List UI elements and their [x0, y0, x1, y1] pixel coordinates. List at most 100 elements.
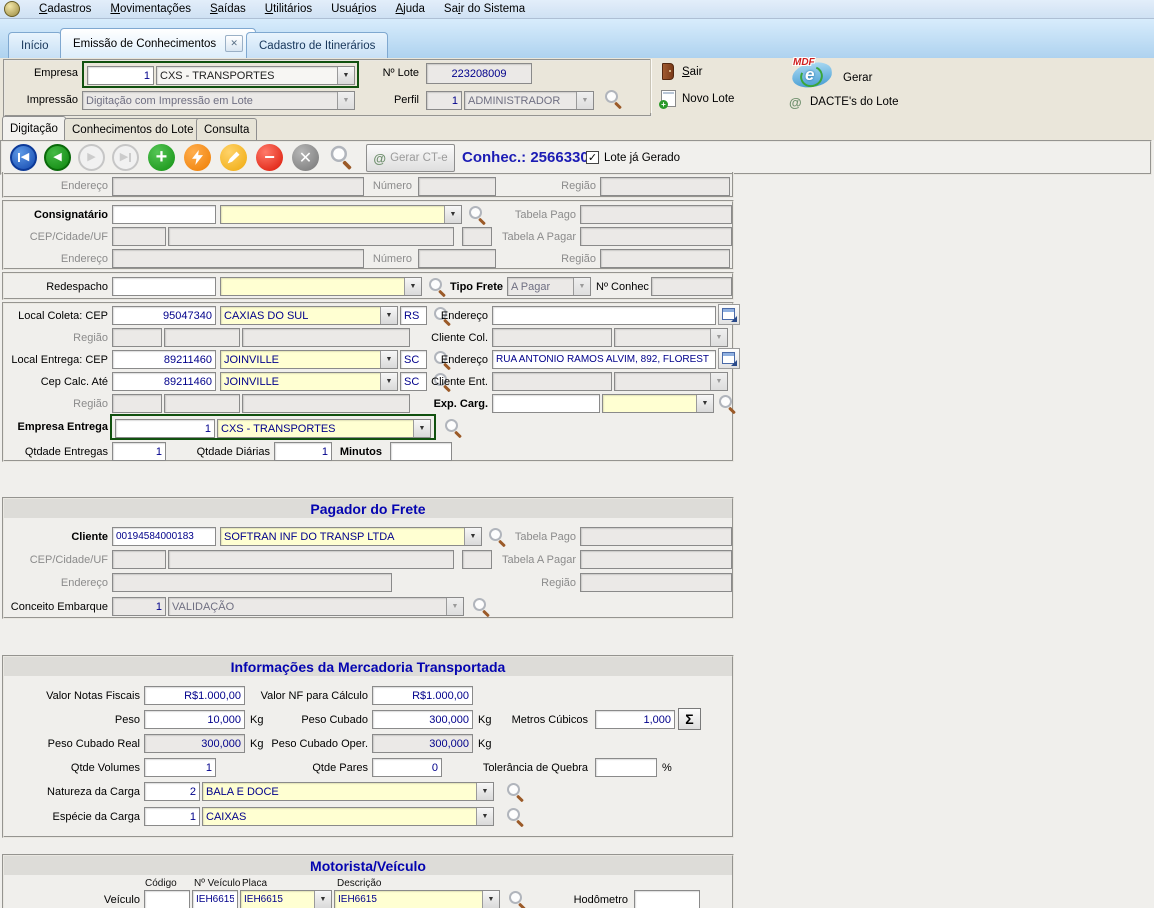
especie-carga-combo[interactable]: CAIXAS	[202, 807, 494, 826]
qtdade-diarias-input[interactable]	[274, 442, 332, 461]
metros-cubicos-input[interactable]	[595, 710, 675, 729]
coleta-cep-input[interactable]	[112, 306, 216, 325]
minutos-input[interactable]	[390, 442, 452, 461]
search-record-icon[interactable]	[330, 145, 355, 170]
previous-record-button[interactable]: ◀	[44, 144, 71, 171]
search-icon[interactable]	[433, 306, 453, 326]
coleta-endereco-input[interactable]	[492, 306, 716, 325]
search-icon[interactable]	[508, 890, 528, 908]
dacte-do-lote-button[interactable]: DACTE's do Lote	[810, 96, 899, 108]
search-icon[interactable]	[433, 372, 453, 392]
entrega-endereco-input[interactable]	[492, 350, 716, 369]
qtdade-entregas-input[interactable]	[112, 442, 166, 461]
chevron-down-icon[interactable]	[380, 351, 397, 368]
search-icon[interactable]	[506, 807, 526, 827]
chevron-down-icon[interactable]	[337, 92, 354, 109]
address-picker-icon[interactable]	[718, 304, 740, 325]
novo-lote-button[interactable]: Novo Lote	[682, 93, 735, 105]
empresa-code-input[interactable]	[87, 66, 154, 85]
chevron-down-icon[interactable]	[413, 420, 430, 437]
exp-carg-input[interactable]	[492, 394, 600, 413]
natureza-carga-code-input[interactable]	[144, 782, 200, 801]
entrega-cep-input[interactable]	[112, 350, 216, 369]
chevron-down-icon[interactable]	[444, 206, 461, 223]
chevron-down-icon[interactable]	[380, 373, 397, 390]
gerar-mdfe-button[interactable]: Gerar	[843, 72, 873, 84]
coleta-uf-input[interactable]	[400, 306, 427, 325]
menu-sair-do-sistema[interactable]: Sair do Sistema	[443, 3, 526, 15]
mdfe-logo-icon[interactable]: e MDF	[790, 57, 836, 91]
qtde-pares-input[interactable]	[372, 758, 442, 777]
veiculo-codigo-input[interactable]	[144, 890, 190, 908]
cliente-combo[interactable]: SOFTRAN INF DO TRANSP LTDA	[220, 527, 482, 546]
conceito-combo[interactable]: VALIDAÇÃO	[168, 597, 464, 616]
last-record-button[interactable]: ▶	[112, 144, 139, 171]
menu-saidas[interactable]: Saídas	[209, 3, 246, 15]
empresa-entrega-combo[interactable]: CXS - TRANSPORTES	[217, 419, 431, 438]
redespacho-code-input[interactable]	[112, 277, 216, 296]
consignatario-combo[interactable]	[220, 205, 462, 224]
chevron-down-icon[interactable]	[576, 92, 593, 109]
subtab-digitacao[interactable]: Digitação	[2, 116, 66, 140]
subtab-consulta[interactable]: Consulta	[196, 118, 258, 140]
menu-utilitarios[interactable]: Utilitários	[264, 3, 313, 15]
cep-calc-uf-input[interactable]	[400, 372, 427, 391]
placa-combo[interactable]: IEH6615	[240, 890, 332, 908]
chevron-down-icon[interactable]	[573, 278, 590, 295]
exp-carg-combo[interactable]	[602, 394, 714, 413]
empresa-entrega-code-input[interactable]	[115, 419, 215, 438]
subtab-conhecimentos-do-lote[interactable]: Conhecimentos do Lote	[64, 118, 202, 140]
especie-carga-code-input[interactable]	[144, 807, 200, 826]
peso-input[interactable]	[144, 710, 245, 729]
perfil-combo[interactable]: ADMINISTRADOR	[464, 91, 594, 110]
exit-door-icon[interactable]	[662, 63, 674, 80]
tab-cadastro-de-itinerarios[interactable]: Cadastro de Itinerários	[246, 32, 389, 58]
cliente-col-combo[interactable]	[614, 328, 728, 347]
redespacho-combo[interactable]	[220, 277, 422, 296]
menu-ajuda[interactable]: Ajuda	[395, 3, 425, 15]
qtde-volumes-input[interactable]	[144, 758, 216, 777]
chevron-down-icon[interactable]	[710, 373, 727, 390]
chevron-down-icon[interactable]	[710, 329, 727, 346]
valor-nf-calculo-input[interactable]	[372, 686, 473, 705]
chevron-down-icon[interactable]	[482, 891, 499, 908]
search-icon[interactable]	[488, 527, 508, 547]
coleta-cidade-combo[interactable]: CAXIAS DO SUL	[220, 306, 398, 325]
gerar-cte-button[interactable]: @ Gerar CT-e	[366, 144, 455, 172]
new-lote-icon[interactable]	[659, 90, 676, 109]
chevron-down-icon[interactable]	[446, 598, 463, 615]
cancel-record-button[interactable]: ✕	[292, 144, 319, 171]
chevron-down-icon[interactable]	[476, 783, 493, 800]
search-icon[interactable]	[444, 418, 464, 438]
search-icon[interactable]	[718, 394, 738, 414]
entrega-cidade-combo[interactable]: JOINVILLE	[220, 350, 398, 369]
tolerancia-quebra-input[interactable]	[595, 758, 657, 777]
delete-record-button[interactable]: −	[256, 144, 283, 171]
next-record-button[interactable]: ▶	[78, 144, 105, 171]
search-icon[interactable]	[506, 782, 526, 802]
chevron-down-icon[interactable]	[337, 67, 354, 84]
address-picker-icon[interactable]	[718, 348, 740, 369]
menu-movimentacoes[interactable]: Movimentações	[110, 3, 191, 15]
chevron-down-icon[interactable]	[380, 307, 397, 324]
chevron-down-icon[interactable]	[404, 278, 421, 295]
sair-button[interactable]: Sair	[682, 66, 703, 78]
cliente-cnpj-input[interactable]	[112, 527, 216, 546]
dacte-at-icon[interactable]: @	[789, 95, 802, 110]
chevron-down-icon[interactable]	[696, 395, 713, 412]
entrega-uf-input[interactable]	[400, 350, 427, 369]
search-icon[interactable]	[604, 89, 624, 109]
sigma-calc-button[interactable]	[678, 708, 701, 730]
chevron-down-icon[interactable]	[464, 528, 481, 545]
search-icon[interactable]	[433, 350, 453, 370]
cep-calc-input[interactable]	[112, 372, 216, 391]
tab-emissao-de-conhecimentos[interactable]: Emissão de Conhecimentos	[60, 28, 257, 58]
lote-ja-gerado-checkbox[interactable]	[586, 151, 599, 164]
tipo-frete-combo[interactable]: A Pagar	[507, 277, 591, 296]
natureza-carga-combo[interactable]: BALA E DOCE	[202, 782, 494, 801]
add-record-button[interactable]: +	[148, 144, 175, 171]
n-veiculo-input[interactable]	[192, 890, 238, 908]
cliente-ent-combo[interactable]	[614, 372, 728, 391]
search-icon[interactable]	[468, 205, 488, 225]
valor-notas-fiscais-input[interactable]	[144, 686, 245, 705]
